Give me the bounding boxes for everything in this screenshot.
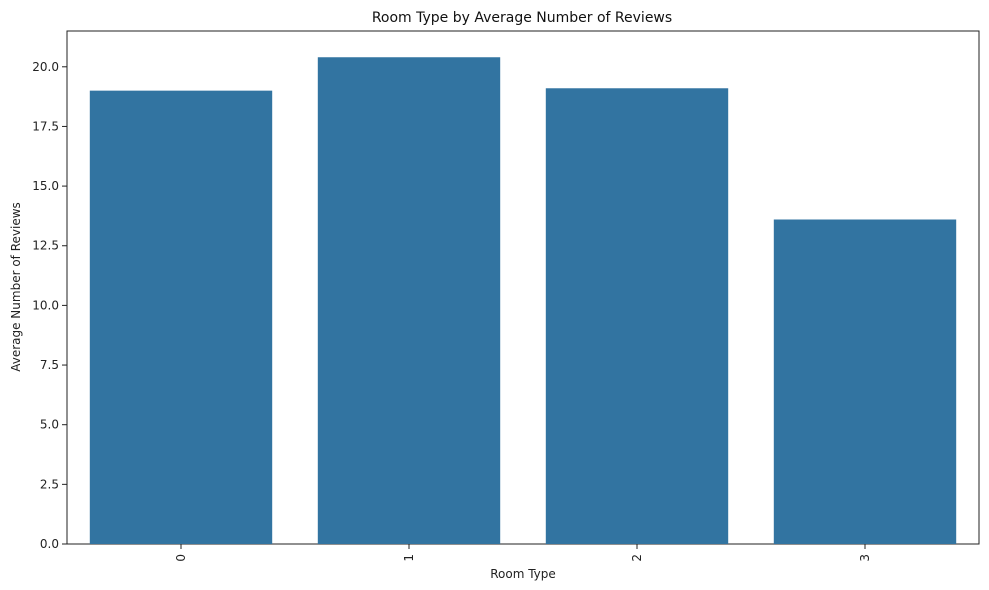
x-axis-ticks: 0 1 2 3	[174, 544, 872, 562]
y-tick-label-7: 17.5	[32, 119, 59, 133]
y-tick-label-4: 10.0	[32, 298, 59, 312]
bar-0	[89, 90, 273, 545]
y-tick-label-8: 20.0	[32, 60, 59, 74]
plot-frame	[66, 30, 980, 545]
x-axis-label: Room Type	[490, 567, 556, 581]
y-axis-label: Average Number of Reviews	[9, 202, 23, 372]
y-tick-label-5: 12.5	[32, 239, 59, 253]
y-tick-label-6: 15.0	[32, 179, 59, 193]
x-tick-label-3: 3	[858, 554, 872, 562]
bars-group	[89, 57, 957, 545]
y-tick-label-0: 0.0	[40, 537, 59, 551]
y-tick-label-2: 5.0	[40, 418, 59, 432]
x-tick-label-2: 2	[630, 554, 644, 562]
y-axis-ticks: 0.0 2.5 5.0 7.5 10.0 12.5 15.0 17.5 20.0	[32, 60, 67, 551]
y-tick-label-3: 7.5	[40, 358, 59, 372]
bar-1	[317, 57, 501, 544]
x-tick-label-0: 0	[174, 554, 188, 562]
bar-3	[773, 219, 957, 544]
bar-2	[545, 88, 729, 545]
x-tick-label-1: 1	[402, 554, 416, 562]
y-tick-label-1: 2.5	[40, 477, 59, 491]
chart-title: Room Type by Average Number of Reviews	[372, 10, 672, 26]
